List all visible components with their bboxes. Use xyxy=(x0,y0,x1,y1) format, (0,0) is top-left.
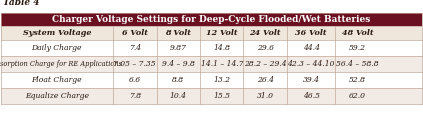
Bar xyxy=(1,26,422,40)
Text: 7.05 – 7.35: 7.05 – 7.35 xyxy=(113,60,156,68)
Text: 15.5: 15.5 xyxy=(213,92,230,100)
Bar xyxy=(1,88,422,104)
Text: 56.4 – 58.8: 56.4 – 58.8 xyxy=(336,60,379,68)
Text: Float Charge: Float Charge xyxy=(31,76,82,84)
Text: 59.2: 59.2 xyxy=(349,44,366,52)
Text: Charger Voltage Settings for Deep-Cycle Flooded/Wet Batteries: Charger Voltage Settings for Deep-Cycle … xyxy=(52,15,371,24)
Text: 8 Volt: 8 Volt xyxy=(165,29,192,37)
Text: 13.2: 13.2 xyxy=(213,76,230,84)
Bar xyxy=(1,56,422,72)
Text: 29.6: 29.6 xyxy=(257,44,274,52)
Bar xyxy=(1,40,422,56)
Text: 52.8: 52.8 xyxy=(349,76,366,84)
Text: 26.4: 26.4 xyxy=(257,76,274,84)
Text: 7.8: 7.8 xyxy=(129,92,141,100)
Text: 42.3 – 44.10: 42.3 – 44.10 xyxy=(287,60,335,68)
Text: 10.4: 10.4 xyxy=(170,92,187,100)
Text: Daily Charge: Daily Charge xyxy=(32,44,82,52)
Text: Table 4: Table 4 xyxy=(3,0,39,7)
Text: 46.5: 46.5 xyxy=(302,92,319,100)
Text: 12 Volt: 12 Volt xyxy=(206,29,238,37)
Text: 31.0: 31.0 xyxy=(257,92,274,100)
Bar xyxy=(1,72,422,88)
Text: 9.4 – 9.8: 9.4 – 9.8 xyxy=(162,60,195,68)
Text: Absorption Charge for RE Applications: Absorption Charge for RE Applications xyxy=(0,60,122,68)
Text: 6.6: 6.6 xyxy=(129,76,141,84)
Text: 8.8: 8.8 xyxy=(173,76,184,84)
Bar xyxy=(1,13,422,26)
Text: 9.87: 9.87 xyxy=(170,44,187,52)
Text: 48 Volt: 48 Volt xyxy=(342,29,374,37)
Text: 14.8: 14.8 xyxy=(213,44,230,52)
Text: 7.4: 7.4 xyxy=(129,44,141,52)
Text: 39.4: 39.4 xyxy=(302,76,319,84)
Text: 36 Volt: 36 Volt xyxy=(295,29,327,37)
Text: 28.2 – 29.4: 28.2 – 29.4 xyxy=(244,60,286,68)
Text: 6 Volt: 6 Volt xyxy=(122,29,148,37)
Text: 62.0: 62.0 xyxy=(349,92,366,100)
Text: System Voltage: System Voltage xyxy=(22,29,91,37)
Text: 44.4: 44.4 xyxy=(302,44,319,52)
Text: 24 Volt: 24 Volt xyxy=(250,29,281,37)
Text: 14.1 – 14.7: 14.1 – 14.7 xyxy=(201,60,243,68)
Text: Equalize Charge: Equalize Charge xyxy=(25,92,89,100)
